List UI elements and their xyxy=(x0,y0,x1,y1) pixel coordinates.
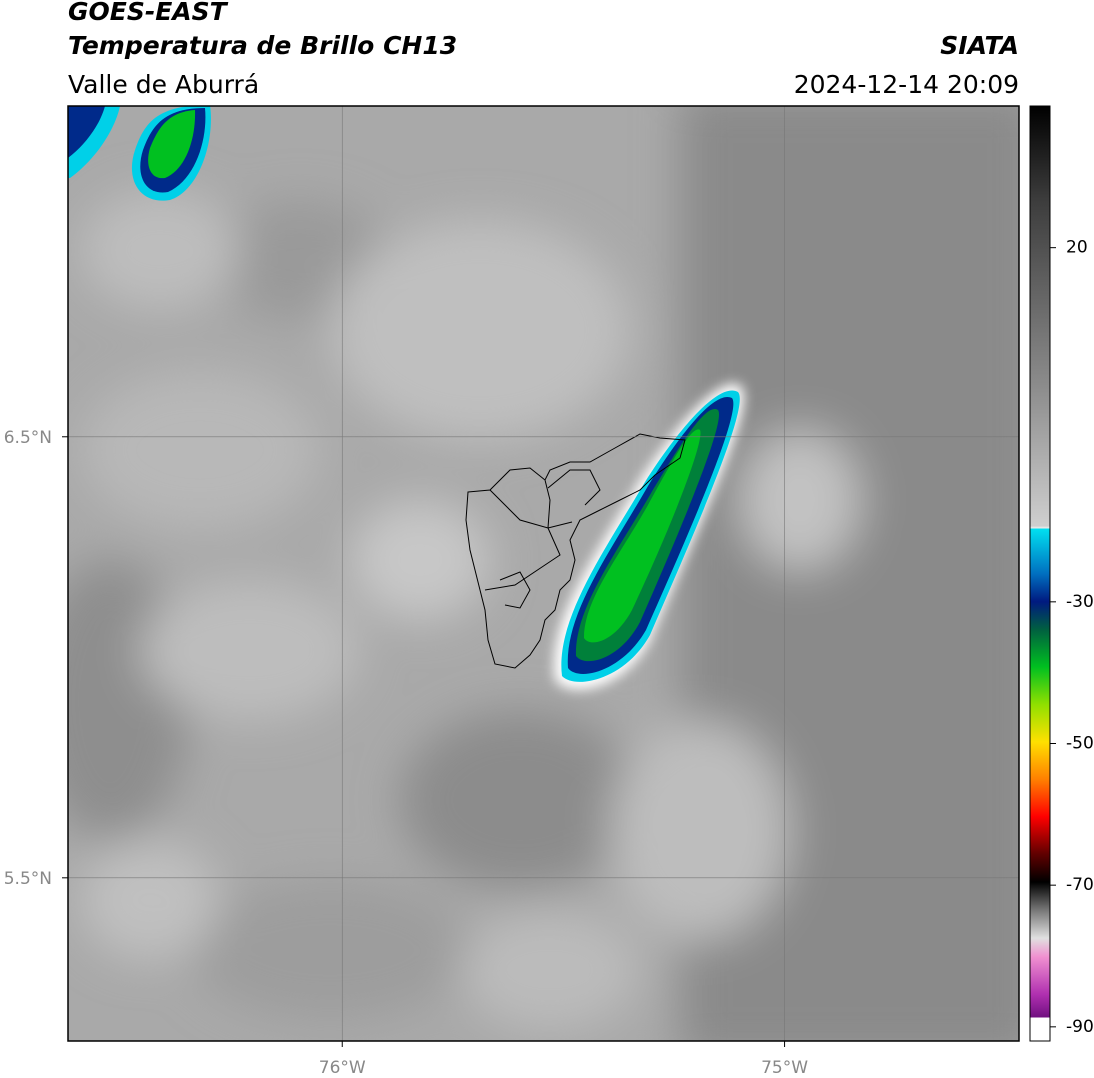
cloud-texture xyxy=(68,106,1019,1041)
datetime: 2024-12-14 20:09 xyxy=(794,70,1019,99)
title: GOES-EAST xyxy=(68,0,229,26)
region: Valle de Aburrá xyxy=(68,70,259,99)
y-tick-label: 6.5°N xyxy=(4,428,52,448)
x-tick-label: 76°W xyxy=(319,1058,366,1078)
grid xyxy=(68,106,1019,1041)
source: SIATA xyxy=(940,31,1019,60)
x-tick-label: 75°W xyxy=(761,1058,808,1078)
subtitle: Temperatura de Brillo CH13 xyxy=(68,31,457,60)
map-frame xyxy=(67,105,1020,1042)
satellite-image xyxy=(68,106,1019,1041)
y-tick-label: 5.5°N xyxy=(4,869,52,889)
colorbar-tick-label: 20 xyxy=(1066,238,1088,258)
colorbar-tick-label: -90 xyxy=(1066,1017,1094,1037)
colorbar-tick-label: -30 xyxy=(1066,592,1094,612)
colorbar-tick-label: -50 xyxy=(1066,734,1094,754)
colorbar xyxy=(1029,105,1051,1042)
convective-cloud xyxy=(68,106,744,690)
colorbar-tick-label: -70 xyxy=(1066,875,1094,895)
municipality-borders xyxy=(465,433,686,669)
